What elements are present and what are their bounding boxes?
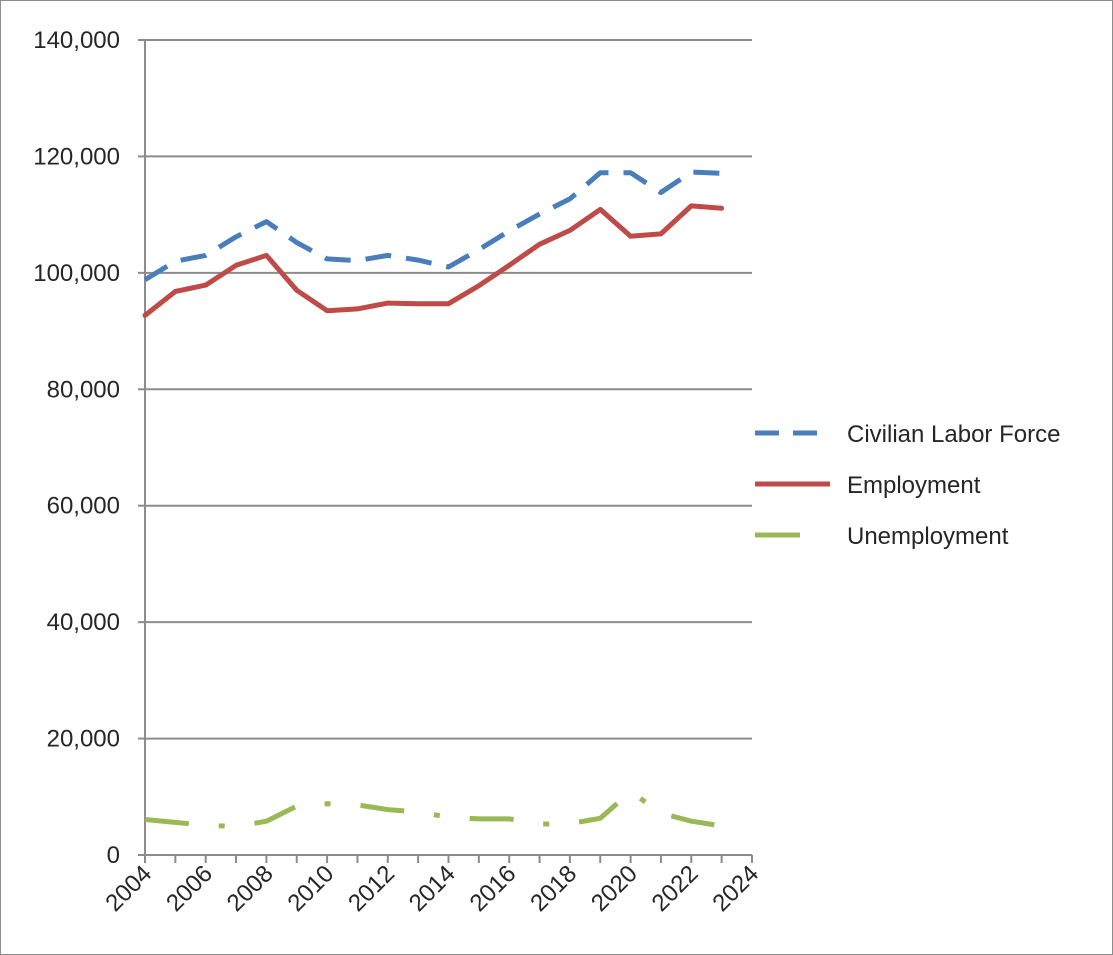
y-tick-label: 40,000 xyxy=(47,609,120,636)
series-lines xyxy=(142,169,725,829)
y-tick-label: 100,000 xyxy=(33,260,120,287)
legend: Civilian Labor Force Employment Unemployme… xyxy=(755,421,1060,550)
y-tick-label: 0 xyxy=(107,842,120,869)
y-tick-label: 60,000 xyxy=(47,493,120,520)
legend-label: Employment xyxy=(847,472,981,499)
legend-label: Civilian Labor Force xyxy=(847,421,1060,448)
x-tick-label: 2010 xyxy=(282,860,339,917)
y-tick-label: 120,000 xyxy=(33,143,120,170)
legend-label: Unemployment xyxy=(847,523,1009,550)
x-tick-label: 2008 xyxy=(222,860,279,917)
y-tick-label: 80,000 xyxy=(47,376,120,403)
series-line-2 xyxy=(144,789,722,829)
series-line-1 xyxy=(142,203,725,318)
x-tick-label: 2006 xyxy=(161,860,218,917)
gridlines xyxy=(145,39,752,740)
y-tick-label: 20,000 xyxy=(47,726,120,753)
y-tick-label: 140,000 xyxy=(33,27,120,54)
axes: 0 20,000 40,000 60,000 80,000 100,000 120,000 1… xyxy=(33,27,764,917)
x-tick-label: 2024 xyxy=(707,860,764,917)
series-line-0 xyxy=(143,169,722,282)
x-tick-label: 2012 xyxy=(343,860,400,917)
x-tick-label: 2022 xyxy=(647,860,704,917)
x-tick-label: 2020 xyxy=(586,860,643,917)
x-tick-label: 2018 xyxy=(525,860,582,917)
x-tick-label: 2016 xyxy=(465,860,522,917)
x-tick-label: 2014 xyxy=(404,860,461,917)
